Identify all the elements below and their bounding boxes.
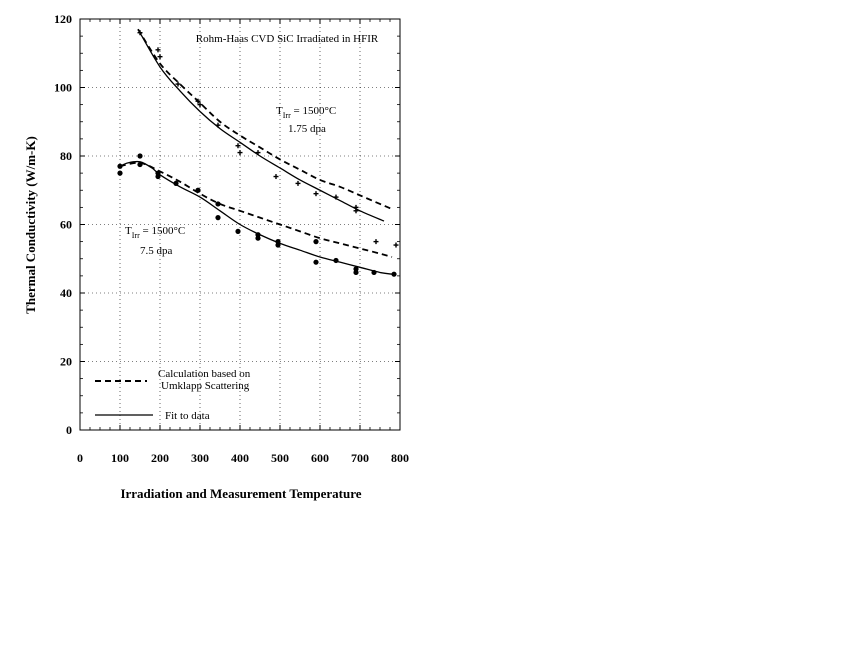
data-point-175dpa (373, 239, 379, 245)
y-tick-label: 40 (60, 286, 72, 300)
data-point-75dpa (117, 170, 123, 176)
series-line-3 (119, 160, 393, 275)
legend-calc-label-line1: Calculation based on (158, 368, 251, 380)
y-tick-label: 120 (54, 12, 72, 26)
data-point-175dpa (237, 150, 243, 156)
series-lines (119, 28, 393, 275)
data-point-175dpa (255, 150, 261, 156)
data-point-75dpa (117, 163, 123, 169)
data-point-75dpa (155, 173, 161, 180)
annotation-75dpa-temp: TIrr = 1500°C (125, 225, 185, 240)
data-point-75dpa (333, 257, 339, 264)
data-point-175dpa (393, 242, 399, 248)
x-tick-label: 100 (111, 451, 129, 465)
x-tick-label: 400 (231, 451, 249, 465)
series-line-0 (137, 28, 393, 210)
series-line-1 (137, 28, 385, 222)
legend: Calculation based on Umklapp Scattering … (95, 368, 251, 422)
y-axis-tick-labels: 0 20 40 60 80 100 120 (54, 12, 72, 437)
y-tick-label: 60 (60, 218, 72, 232)
y-tick-label: 80 (60, 149, 72, 163)
data-point-75dpa (173, 180, 179, 186)
data-point-75dpa (235, 228, 241, 234)
data-point-175dpa (155, 47, 161, 53)
data-point-175dpa (313, 191, 319, 197)
data-point-175dpa (235, 143, 241, 149)
data-point-175dpa (197, 102, 203, 108)
x-axis-tick-labels: 0 100 200 300 400 500 600 700 800 (77, 451, 409, 465)
data-point-75dpa (371, 269, 377, 276)
data-point-175dpa (333, 194, 339, 200)
annotation-75dpa-dose: 7.5 dpa (140, 245, 173, 257)
data-point-75dpa (353, 269, 359, 276)
x-tick-label: 600 (311, 451, 329, 465)
data-point-175dpa (215, 122, 221, 128)
data-point-75dpa (215, 215, 221, 221)
data-point-175dpa (137, 30, 143, 36)
data-point-175dpa (175, 81, 181, 87)
data-point-75dpa (255, 235, 261, 241)
series-line-2 (119, 161, 393, 258)
data-point-75dpa (215, 201, 221, 207)
x-tick-label: 300 (191, 451, 209, 465)
annotation-175dpa-temp: TIrr = 1500°C (276, 105, 336, 120)
x-tick-label: 500 (271, 451, 289, 465)
x-axis-title: Irradiation and Measurement Temperature (120, 486, 361, 501)
y-tick-label: 100 (54, 81, 72, 95)
x-tick-label: 0 (77, 451, 83, 465)
y-tick-label: 20 (60, 355, 72, 369)
axis-ticks (79, 18, 401, 431)
legend-fit-label: Fit to data (165, 410, 210, 422)
data-point-75dpa (391, 271, 397, 277)
y-axis-title: Thermal Conductivity (W/m-K) (23, 136, 38, 314)
x-tick-label: 700 (351, 451, 369, 465)
x-tick-label: 800 (391, 451, 409, 465)
data-point-75dpa (275, 242, 281, 248)
data-point-175dpa (295, 180, 301, 186)
x-tick-label: 200 (151, 451, 169, 465)
data-point-75dpa (137, 161, 143, 168)
data-point-175dpa (353, 208, 359, 214)
legend-calc-label-line2: Umklapp Scattering (161, 380, 250, 392)
data-points (117, 30, 399, 277)
data-point-75dpa (137, 153, 143, 159)
chart-title: Rohm-Haas CVD SiC Irradiated in HFIR (196, 33, 379, 45)
y-tick-label: 0 (66, 423, 72, 437)
data-point-75dpa (313, 259, 319, 265)
data-point-175dpa (157, 54, 163, 60)
data-point-75dpa (313, 239, 319, 245)
data-point-175dpa (195, 98, 201, 104)
annotation-175dpa-dose: 1.75 dpa (288, 123, 326, 135)
data-point-75dpa (195, 187, 201, 193)
data-point-175dpa (273, 174, 279, 180)
